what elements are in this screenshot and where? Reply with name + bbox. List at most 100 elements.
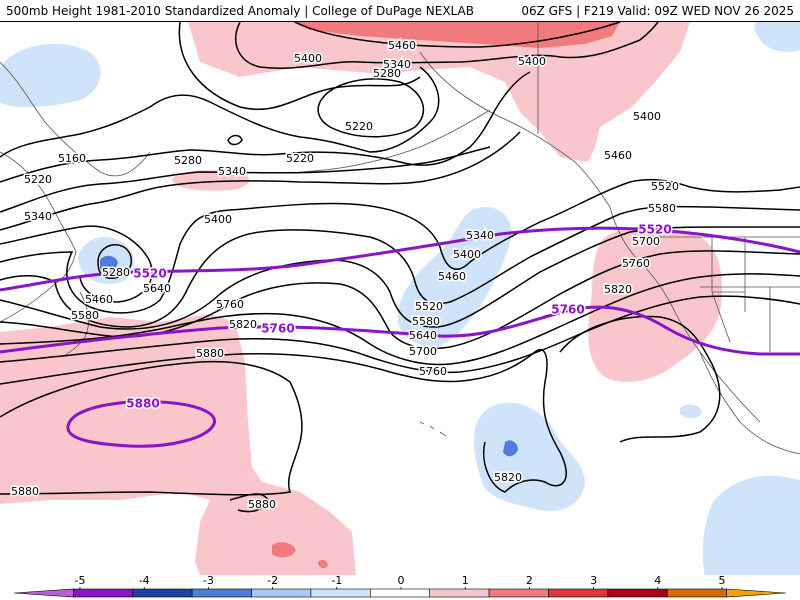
colorbar-swatches: [13, 588, 787, 598]
colorbar-tick-label: 4: [654, 575, 661, 587]
colorbar-swatch: [191, 588, 252, 598]
contour-labels: 5460 5400 5340 5280 5400 5220 5220 5160 5220 5280…: [10, 38, 681, 513]
highlight-contour-label: 5520: [638, 223, 671, 237]
positive-anomaly-west-coast: [588, 227, 723, 382]
contour-label: 5820: [494, 471, 522, 484]
contour-label: 5220: [286, 152, 314, 165]
contour-label: 5700: [409, 345, 437, 358]
colorbar-swatch: [607, 588, 668, 598]
contour-line: [317, 78, 425, 138]
highlight-contour-labels: 5520 5520 5760 5760 5880: [125, 221, 673, 412]
hawaii-islands: [419, 421, 447, 437]
height-anomaly-map: 5460 5400 5340 5280 5400 5220 5220 5160 5220 5280…: [0, 22, 800, 575]
contour-label: 5220: [24, 173, 52, 186]
colorbar-tick-label: 2: [526, 575, 533, 587]
colorbar-swatch: [488, 588, 549, 598]
contour-label: 5460: [604, 149, 632, 162]
negative-anomaly-trough: [397, 206, 512, 348]
contour-line: [0, 131, 521, 231]
strong-positive-anomaly-spots: [272, 542, 328, 569]
contour-label: 5340: [466, 229, 494, 242]
colorbar-tick-label: -1: [331, 575, 342, 587]
contour-label: 5520: [415, 300, 443, 313]
contour-label: 5400: [453, 248, 481, 261]
contour-label: 5340: [218, 165, 246, 178]
contour-label: 5640: [143, 282, 171, 295]
contour-label: 5640: [409, 329, 437, 342]
colorbar-swatch: [310, 588, 371, 598]
anomaly-shading: [0, 22, 800, 575]
highlight-contours: [0, 226, 800, 448]
negative-anomaly-ne: [754, 22, 800, 52]
alaska-coast: [419, 51, 611, 208]
colorbar-swatch: [370, 588, 430, 598]
contour-5880-line: [66, 400, 217, 448]
negative-anomaly-dot: [680, 404, 702, 419]
negative-anomaly-nw: [0, 43, 101, 108]
contour-line: [0, 349, 567, 493]
colorbar-swatch: [13, 588, 74, 598]
contour-line: [0, 295, 800, 374]
highlight-contour-label: 5760: [551, 303, 584, 317]
contour-line: [235, 22, 659, 69]
contour-line: [0, 146, 491, 213]
negative-anomaly-cutoff: [473, 402, 585, 512]
colorbar-tick-label: 3: [590, 575, 597, 587]
contour-line: [559, 315, 721, 443]
contour-label: 5400: [204, 213, 232, 226]
contour-label: 5760: [216, 298, 244, 311]
strong-negative-anomaly-low: [100, 255, 118, 273]
contour-label: 5400: [633, 110, 661, 123]
contour-5520-line: [0, 226, 800, 292]
contour-label: 5700: [632, 235, 660, 248]
contour-line: [229, 493, 269, 513]
contour-5760-line: [0, 305, 800, 356]
contour-line: [0, 273, 800, 366]
strong-negative-anomaly-cutoff: [503, 440, 518, 457]
contour-line: [294, 22, 621, 48]
contour-label: 5160: [58, 152, 86, 165]
contour-line: [0, 226, 800, 330]
contour-label: 5760: [622, 257, 650, 270]
contour-line: [227, 134, 243, 146]
colorbar-tick-label: -4: [139, 575, 150, 587]
anomaly-colorbar: -5 -4 -3 -2 -1 0 1 2 3 4 5: [0, 575, 800, 600]
contour-label: 5280: [102, 266, 130, 279]
contour-line: [0, 225, 153, 303]
highlight-contour-label: 5760: [261, 322, 294, 336]
colorbar-tick-label: 0: [398, 575, 405, 587]
contour-label: 5280: [373, 67, 401, 80]
colorbar-swatch: [666, 588, 727, 598]
aleutian-chain: [299, 109, 491, 173]
contour-label: 5880: [196, 347, 224, 360]
colorbar-tick-label: -2: [267, 575, 278, 587]
contour-label: 5220: [345, 120, 373, 133]
contour-label: 5820: [604, 283, 632, 296]
colorbar-swatch: [251, 588, 312, 598]
contour-line: [0, 205, 800, 328]
colorbar-tick-label: -3: [203, 575, 214, 587]
colorbar-swatch: [73, 588, 134, 598]
contour-label: 5400: [518, 55, 546, 68]
contour-label: 5580: [648, 202, 676, 215]
colorbar-swatch: [429, 588, 490, 598]
colorbar-swatch: [726, 588, 787, 598]
contour-line: [178, 22, 421, 111]
colorbar-tick-label: 1: [462, 575, 469, 587]
contour-label: 5820: [229, 318, 257, 331]
title-bar: 500mb Height 1981-2010 Standardized Anom…: [0, 0, 800, 22]
contour-label: 5280: [174, 154, 202, 167]
contour-line: [0, 66, 440, 158]
mexico-coast: [699, 351, 800, 455]
positive-anomaly-alaska: [188, 22, 690, 162]
kamchatka-coast: [0, 61, 151, 177]
asia-coastline: [0, 151, 77, 323]
colorbar-tick-labels: -5 -4 -3 -2 -1 0 1 2 3 4 5: [75, 575, 726, 597]
colorbar-tick-label: -5: [75, 575, 86, 587]
north-america-west-coast: [609, 206, 761, 423]
contour-label: 5880: [248, 498, 276, 511]
contour-line: [0, 71, 531, 183]
contour-line: [0, 178, 800, 314]
contour-label: 5580: [71, 309, 99, 322]
